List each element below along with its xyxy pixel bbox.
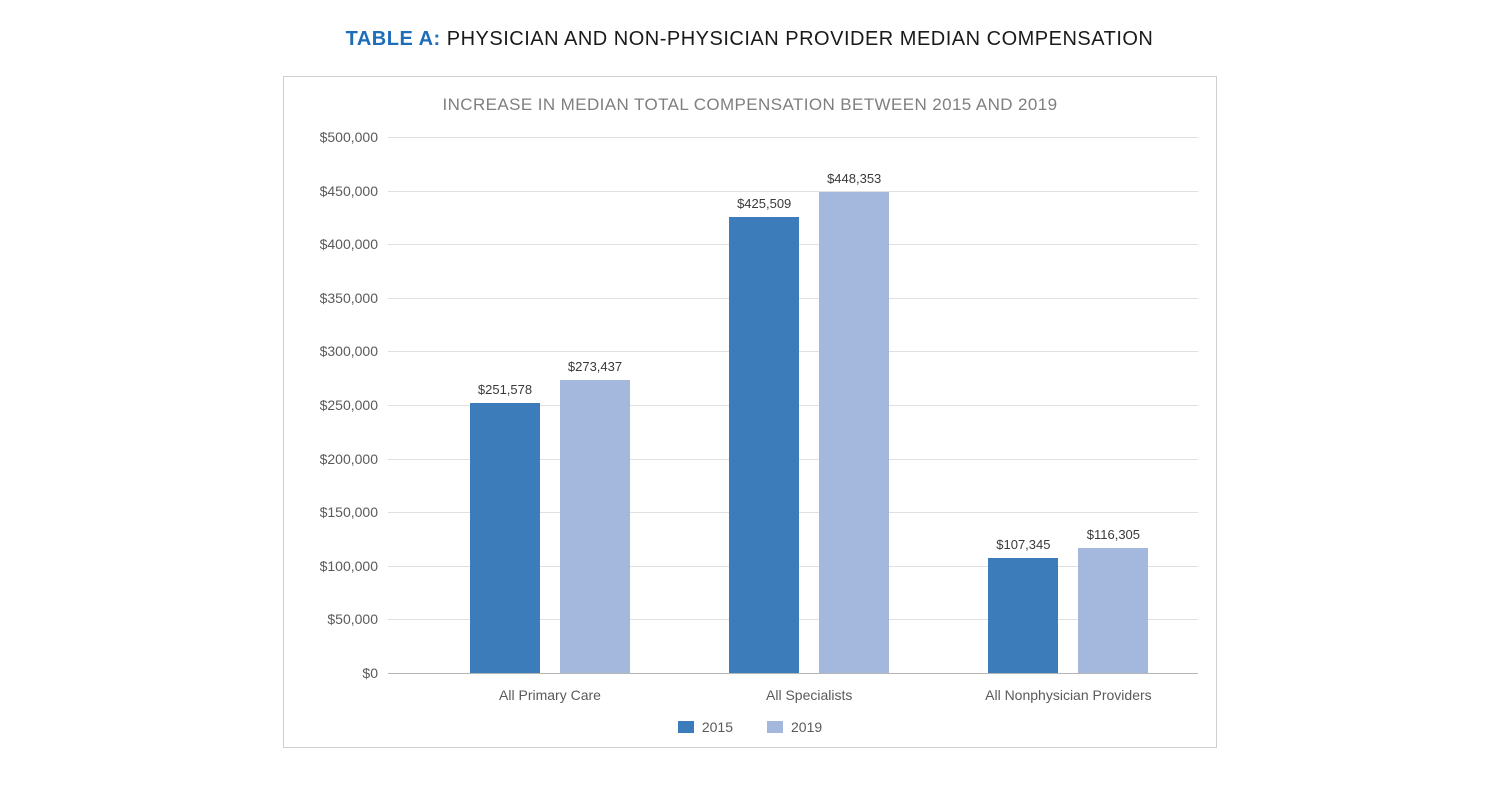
y-tick-label: $400,000 <box>278 236 378 252</box>
y-tick-label: $0 <box>278 665 378 681</box>
x-category-label: All Primary Care <box>499 687 601 703</box>
x-category-label: All Nonphysician Providers <box>985 687 1152 703</box>
legend-item-2015: 2015 <box>678 719 733 735</box>
y-tick-label: $500,000 <box>278 129 378 145</box>
bar-value-label: $425,509 <box>704 196 824 211</box>
legend-label-2019: 2019 <box>791 719 822 735</box>
y-tick-label: $300,000 <box>278 343 378 359</box>
chart-subtitle: INCREASE IN MEDIAN TOTAL COMPENSATION BE… <box>284 77 1216 115</box>
chart-frame: INCREASE IN MEDIAN TOTAL COMPENSATION BE… <box>283 76 1217 748</box>
legend-swatch-2015 <box>678 721 694 733</box>
gridline <box>388 673 1198 674</box>
bar-specialists-y2015 <box>729 217 799 673</box>
legend-swatch-2019 <box>767 721 783 733</box>
y-tick-label: $150,000 <box>278 504 378 520</box>
chart-legend: 2015 2019 <box>284 719 1216 735</box>
y-tick-label: $350,000 <box>278 290 378 306</box>
bar-value-label: $273,437 <box>535 359 655 374</box>
bar-value-label: $251,578 <box>445 382 565 397</box>
y-tick-label: $250,000 <box>278 397 378 413</box>
x-category-label: All Specialists <box>766 687 852 703</box>
gridline <box>388 137 1198 138</box>
bar-specialists-y2019 <box>819 192 889 673</box>
y-tick-label: $100,000 <box>278 558 378 574</box>
bar-primary-y2019 <box>560 380 630 673</box>
title-prefix: TABLE A: <box>346 28 441 50</box>
title-rest: PHYSICIAN AND NON-PHYSICIAN PROVIDER MED… <box>441 28 1154 50</box>
bar-value-label: $116,305 <box>1053 527 1173 542</box>
chart-plot-area: $0$50,000$100,000$150,000$200,000$250,00… <box>388 137 1198 673</box>
bar-primary-y2015 <box>470 403 540 673</box>
y-tick-label: $450,000 <box>278 183 378 199</box>
bar-nonphysician-y2015 <box>988 558 1058 673</box>
legend-item-2019: 2019 <box>767 719 822 735</box>
y-tick-label: $200,000 <box>278 451 378 467</box>
bar-value-label: $448,353 <box>794 171 914 186</box>
gridline <box>388 191 1198 192</box>
y-tick-label: $50,000 <box>278 611 378 627</box>
bar-nonphysician-y2019 <box>1078 548 1148 673</box>
legend-label-2015: 2015 <box>702 719 733 735</box>
page-title: TABLE A: PHYSICIAN AND NON-PHYSICIAN PRO… <box>0 0 1499 51</box>
